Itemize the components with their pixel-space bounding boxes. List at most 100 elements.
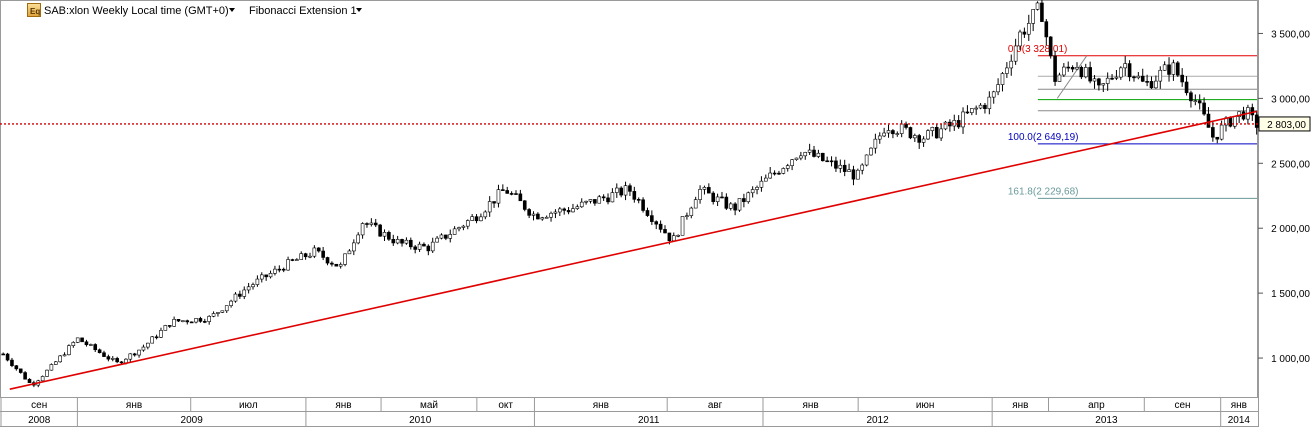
candle-up [715, 196, 720, 202]
candle-up [579, 201, 584, 208]
candle-up [457, 227, 461, 230]
candle-up [886, 130, 891, 134]
candle-up [1000, 73, 1005, 85]
candle-up [597, 196, 602, 204]
candle-up [1158, 69, 1163, 82]
candle-down [777, 172, 781, 175]
candle-up [71, 342, 76, 346]
candle-up [1232, 116, 1237, 127]
candle-up [246, 286, 251, 291]
candles [1, 0, 1259, 388]
candle-down [426, 245, 431, 252]
candle-down [1250, 107, 1255, 116]
fib-helper-line[interactable] [1056, 55, 1088, 99]
candle-up [343, 253, 347, 265]
candle-down [391, 239, 396, 244]
candle-up [549, 212, 553, 218]
candle-down [408, 239, 413, 248]
candle-up [930, 127, 935, 131]
candle-down [119, 361, 124, 364]
candle-up [141, 346, 146, 351]
candle-up [746, 192, 751, 203]
candle-down [277, 268, 282, 271]
candle-down [1066, 66, 1071, 69]
price-tick-label: 2 500,00 [1271, 159, 1310, 170]
candle-down [645, 210, 650, 216]
candle-down [1079, 67, 1084, 78]
candle-up [680, 216, 685, 236]
price-axis[interactable]: 3 500,00 3 000,00 2 500,00 2 000,00 1 500,00… [1258, 29, 1310, 365]
candle-up [1083, 67, 1088, 78]
candle-up [382, 232, 387, 237]
fib-level-label: 0.0(3 328,01) [1008, 44, 1068, 55]
caret-down-icon[interactable] [356, 8, 362, 12]
time-axis[interactable]: сен янв июл янв май окт янв авг янв июн янв апр сен я… [0, 397, 1258, 427]
candle-down [325, 257, 330, 264]
trendline-group[interactable] [9, 110, 1258, 390]
candle-down [1254, 114, 1259, 128]
caret-down-icon[interactable] [229, 8, 235, 12]
candle-down [917, 135, 922, 143]
fib-level-label: 161.8(2 229,68) [1008, 186, 1079, 197]
candle-up [1057, 74, 1062, 82]
candle-up [211, 313, 216, 317]
candle-down [365, 223, 369, 225]
candle-up [614, 187, 619, 193]
candle-up [588, 199, 593, 202]
candle-down [316, 247, 321, 252]
month-label: янв [593, 400, 609, 411]
candle-down [1140, 75, 1145, 82]
candle-down [908, 127, 913, 139]
year-label: 2010 [409, 415, 432, 426]
candle-up [685, 215, 689, 217]
month-label: май [420, 400, 438, 411]
candle-down [536, 213, 540, 220]
candle-up [987, 96, 992, 109]
candle-up [224, 305, 229, 312]
candle-up [869, 147, 873, 156]
candle-up [163, 325, 168, 331]
plot-area[interactable] [0, 0, 1258, 398]
candle-up [838, 164, 843, 169]
candle-down [501, 189, 505, 191]
month-label: сен [31, 400, 47, 411]
price-tick-label: 2 000,00 [1271, 224, 1310, 235]
candle-up [338, 264, 343, 267]
candle-down [1048, 36, 1053, 57]
candle-up [759, 180, 764, 188]
month-label: янв [335, 400, 351, 411]
candle-down [281, 268, 286, 271]
eq-icon[interactable]: Eq [27, 3, 41, 17]
candle-up [873, 138, 878, 149]
candle-up [273, 268, 277, 274]
candle-up [1062, 66, 1066, 76]
candle-down [658, 223, 663, 230]
trendline[interactable] [9, 110, 1258, 390]
candle-up [1018, 31, 1022, 47]
candle-up [1219, 124, 1224, 140]
candle-down [1149, 81, 1154, 89]
candle-down [965, 111, 970, 114]
candle-down [724, 196, 729, 209]
candle-up [856, 169, 860, 180]
candle-up [961, 111, 965, 128]
fibonacci-extension[interactable]: 0.0(3 328,01) 100.0(2 649,19) 161.8(2 229,… [1008, 44, 1257, 199]
candle-down [829, 160, 834, 163]
candle-down [27, 378, 32, 383]
candle-up [913, 135, 917, 139]
month-label: сен [1174, 400, 1190, 411]
candle-up [882, 132, 886, 137]
candle-up [970, 108, 974, 113]
candle-down [203, 321, 207, 323]
candle-up [781, 168, 786, 174]
candle-up [847, 169, 851, 172]
candle-up [728, 203, 733, 209]
candle-up [110, 358, 115, 360]
candle-down [983, 104, 987, 109]
svg-text:Eq: Eq [30, 7, 40, 16]
study-label[interactable]: Fibonacci Extension 1 [249, 5, 357, 17]
symbol-label[interactable]: SAB:xlon Weekly Local time (GMT+0) [44, 5, 229, 17]
candle-down [654, 221, 659, 225]
